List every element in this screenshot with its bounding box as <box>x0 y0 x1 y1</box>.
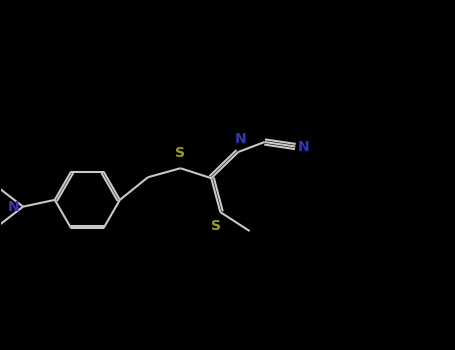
Text: S: S <box>176 146 186 160</box>
Text: N: N <box>298 140 310 154</box>
Text: N: N <box>8 199 20 213</box>
Text: N: N <box>234 132 246 146</box>
Text: S: S <box>211 219 221 233</box>
